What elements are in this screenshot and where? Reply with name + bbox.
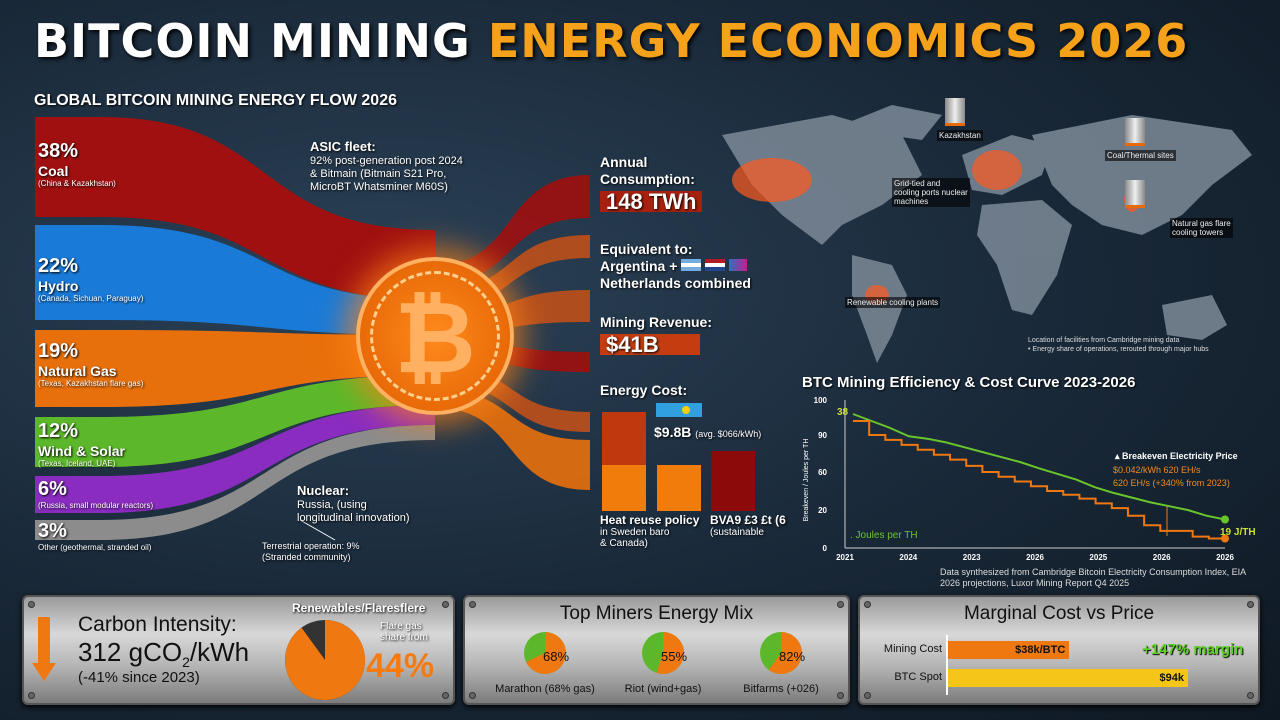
annotation: 620 EH/s (+340% from 2023) bbox=[1113, 478, 1230, 488]
cost-bar bbox=[657, 465, 701, 511]
efficiency-cost-chart: 0 20 60 90 100 2021 2024 2023 2026 2025 2026 2026 Br… bbox=[803, 396, 1256, 562]
end-label: 19 J/TH bbox=[1220, 527, 1256, 538]
miner-item: 55% Riot (wind+gas) bbox=[603, 631, 723, 703]
flow-band bbox=[35, 425, 435, 540]
terrestrial-note: Terrestrial operation: 9% (Stranded commu… bbox=[262, 541, 360, 562]
argentina-flag-icon bbox=[681, 259, 702, 271]
carbon-title: Carbon Intensity: bbox=[78, 613, 237, 636]
map-legend: Location of facilities from Cambridge mi… bbox=[1028, 337, 1209, 353]
x-tick-label: 2023 bbox=[963, 553, 981, 562]
energy-source-label: 22% Hydro (Canada, Sichuan, Paraguay) bbox=[38, 255, 144, 303]
map-label: Renewable cooling plants bbox=[845, 297, 941, 308]
x-tick-label: 2026 bbox=[1216, 553, 1234, 562]
y-axis-label: Breakeven / Joules per TH bbox=[803, 439, 810, 522]
kazakhstan-flag-icon bbox=[656, 403, 702, 417]
legend-joules: . Joules per TH bbox=[850, 530, 918, 541]
flare-gas-pie bbox=[285, 620, 365, 700]
y-tick-label: 60 bbox=[818, 468, 827, 477]
carbon-value: 312 gCO2/kWh bbox=[78, 637, 250, 671]
cost-bar bbox=[602, 412, 646, 465]
flow-title: GLOBAL BITCOIN MINING ENERGY FLOW 2026 bbox=[34, 92, 397, 109]
pointer-arrow bbox=[299, 519, 336, 541]
bar-label: BTC Spot bbox=[894, 671, 942, 683]
page-title: BITCOIN MINING ENERGY ECONOMICS 2026 bbox=[34, 14, 1189, 68]
cooling-tower-icon bbox=[945, 98, 965, 126]
flow-band bbox=[35, 375, 435, 467]
carbon-change: (-41% since 2023) bbox=[78, 669, 200, 686]
down-arrow-icon bbox=[38, 617, 50, 667]
world-map bbox=[722, 105, 1252, 363]
y-tick-label: 20 bbox=[818, 506, 827, 515]
netherlands-flag-icon bbox=[705, 259, 726, 271]
pie-slice bbox=[768, 632, 802, 674]
chart-source: Data synthesized from Cambridge Bitcoin … bbox=[940, 567, 1247, 588]
annotation: $0.042/kWh 620 EH/s bbox=[1113, 465, 1201, 475]
map-label: Grid-tied and cooling ports nuclear mach… bbox=[892, 178, 970, 207]
series-line bbox=[853, 420, 1225, 540]
map-label: Coal/Thermal sites bbox=[1105, 150, 1176, 161]
miner-item: 82% Bitfarms (+026) bbox=[721, 631, 841, 703]
pie-value: 44% bbox=[366, 647, 435, 685]
miners-panel: Top Miners Energy Mix 68% Marathon (68% g… bbox=[463, 595, 850, 705]
flag-icon bbox=[729, 259, 748, 271]
x-tick-label: 2026 bbox=[1153, 553, 1171, 562]
pie-note: Flare gas share from bbox=[380, 621, 428, 643]
start-label: 38 bbox=[837, 407, 849, 418]
cost-bar: $38k/BTC bbox=[948, 641, 1070, 659]
energy-flow-sankey bbox=[35, 117, 590, 541]
consumption-stat: Annual Consumption: 148 TWh bbox=[600, 154, 703, 213]
flow-output-band bbox=[435, 390, 590, 490]
series-end-point bbox=[1221, 534, 1229, 543]
marginal-title: Marginal Cost vs Price bbox=[963, 603, 1155, 624]
pie-title: Renewables/Flaresflere bbox=[292, 601, 426, 615]
pie-slice bbox=[656, 632, 684, 674]
chart-title: BTC Mining Efficiency & Cost Curve 2023-… bbox=[802, 374, 1136, 391]
margin-label: +147% margin bbox=[1142, 641, 1244, 658]
revenue-stat: Mining Revenue: $41B bbox=[600, 314, 713, 357]
heat-reuse-note: Heat reuse policy in Sweden baro & Canada) bbox=[600, 513, 700, 549]
bitcoin-coin-icon: ₿ bbox=[356, 257, 514, 415]
cooling-tower-icon bbox=[1125, 118, 1145, 146]
pie-slice bbox=[525, 632, 566, 674]
cost-bar bbox=[602, 465, 646, 511]
flow-output-band bbox=[435, 175, 590, 283]
cost-value: $9.8B (avg. $066/kWh) bbox=[654, 424, 762, 440]
series-line bbox=[852, 413, 1226, 521]
map-label: Natural gas flare cooling towers bbox=[1170, 218, 1233, 238]
flow-band bbox=[35, 117, 435, 300]
marginal-panel: Marginal Cost vs Price Mining Cost $38k/B… bbox=[858, 595, 1260, 705]
asic-note: ASIC fleet: 92% post-generation post 2024… bbox=[310, 139, 463, 193]
cost-bar bbox=[711, 451, 755, 511]
energy-source-label: 19% Natural Gas (Texas, Kazakhstan flare g… bbox=[38, 340, 144, 388]
equivalent-stat: Equivalent to: Argentina + Netherlands co… bbox=[600, 241, 751, 291]
y-tick-label: 90 bbox=[818, 431, 827, 440]
x-tick-label: 2021 bbox=[836, 553, 854, 562]
nuclear-note: Nuclear: Russia, (using longitudinal innov… bbox=[297, 483, 410, 524]
energy-source-label: 3% Other (geothermal, stranded oil) bbox=[38, 520, 152, 552]
legend-breakeven: ▴ Breakeven Electricity Price bbox=[1114, 451, 1238, 461]
energy-source-label: 12% Wind & Solar (Texas, Iceland, UAE) bbox=[38, 420, 125, 468]
y-tick-label: 100 bbox=[814, 396, 828, 405]
cost-label: Energy Cost: bbox=[600, 382, 688, 398]
energy-source-label: 38% Coal (China & Kazakhstan) bbox=[38, 140, 116, 188]
energy-source-label: 6% (Russia, small modular reactors) bbox=[38, 478, 154, 510]
flow-band bbox=[35, 405, 435, 513]
y-tick-label: 0 bbox=[823, 544, 828, 553]
cost-bar: $94k bbox=[948, 669, 1188, 687]
carbon-panel: Carbon Intensity: 312 gCO2/kWh (-41% sin… bbox=[22, 595, 455, 705]
map-label: Kazakhstan bbox=[937, 130, 983, 141]
miners-title: Top Miners Energy Mix bbox=[559, 603, 754, 624]
bar-label: Mining Cost bbox=[883, 643, 942, 655]
series-end-point bbox=[1221, 515, 1229, 524]
x-tick-label: 2026 bbox=[1026, 553, 1044, 562]
miner-item: 68% Marathon (68% gas) bbox=[485, 631, 605, 703]
x-tick-label: 2024 bbox=[899, 553, 917, 562]
cooling-tower-icon bbox=[1125, 180, 1145, 208]
pie-slice bbox=[285, 620, 365, 700]
flow-band bbox=[35, 225, 435, 335]
flow-band bbox=[35, 330, 435, 407]
x-tick-label: 2025 bbox=[1089, 553, 1107, 562]
other-note: BVA9 £3 £t (6 (sustainable bbox=[710, 513, 786, 538]
